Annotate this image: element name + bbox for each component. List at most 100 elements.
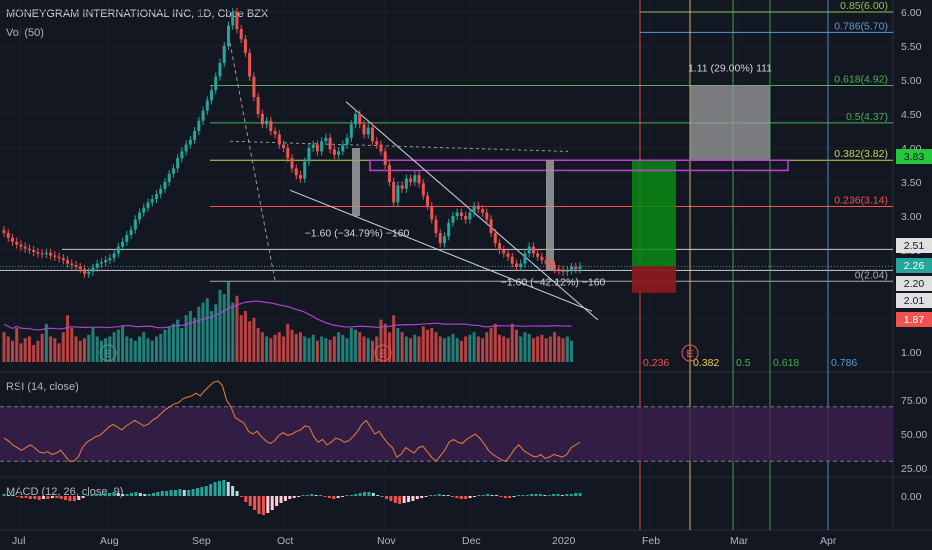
volume-bar	[315, 340, 319, 362]
macd-histogram-bar	[486, 494, 490, 496]
volume-bar	[108, 336, 112, 362]
candle-body	[472, 205, 476, 213]
macd-histogram-bar	[446, 495, 450, 496]
candle-body	[370, 127, 374, 142]
volume-bar	[434, 332, 438, 362]
macd-histogram-bar	[420, 496, 424, 498]
candle-body	[286, 148, 290, 159]
candle-body	[27, 248, 31, 250]
macd-histogram-bar	[472, 496, 476, 497]
candle-body	[485, 212, 489, 220]
time-tick-label: Dec	[462, 535, 481, 547]
volume-bar	[565, 336, 569, 362]
macd-histogram-bar	[398, 496, 402, 504]
candle-body	[40, 253, 44, 255]
macd-histogram-bar	[305, 495, 309, 496]
macd-histogram-bar	[46, 496, 50, 499]
macd-histogram-bar	[283, 496, 287, 501]
earnings-marker-label: E	[104, 348, 111, 360]
candle-body	[290, 158, 294, 169]
volume-bar	[345, 338, 349, 362]
volume-bar	[10, 340, 14, 362]
candle-body	[324, 137, 328, 142]
volume-bar	[387, 332, 391, 362]
volume-bar	[383, 323, 387, 362]
volume-bar	[125, 336, 129, 362]
candle-body	[180, 151, 184, 159]
volume-bar	[265, 336, 269, 362]
macd-histogram-bar	[116, 493, 120, 496]
candle-body	[260, 114, 264, 125]
rsi-band	[0, 406, 893, 462]
candle-body	[404, 178, 408, 189]
macd-histogram-bar	[411, 496, 415, 501]
time-tick-label: Sep	[192, 535, 211, 547]
volume-bar	[464, 336, 468, 362]
macd-histogram-bar	[28, 496, 32, 499]
candle-body	[447, 222, 451, 237]
volume-bar	[66, 315, 70, 362]
macd-histogram-bar	[235, 491, 239, 496]
rsi-line	[3, 380, 581, 462]
price-tick-label: 6.00	[901, 7, 922, 19]
candle-body	[358, 114, 362, 125]
volume-bar	[303, 336, 307, 362]
macd-histogram-bar	[165, 491, 169, 496]
candle-body	[553, 264, 557, 270]
candle-body	[108, 258, 112, 261]
macd-histogram-bar	[147, 494, 151, 496]
candle-body	[328, 137, 332, 150]
volume-bar	[32, 345, 36, 362]
volume-bar	[540, 334, 544, 362]
candle-body	[150, 199, 154, 203]
volume-bar	[226, 281, 230, 362]
time-tick-label: Feb	[642, 535, 660, 547]
volume-bar	[180, 328, 184, 362]
volume-bar	[121, 326, 125, 362]
candle-body	[298, 175, 302, 179]
volume-bar	[442, 338, 446, 362]
candle-body	[23, 246, 27, 249]
volume-bar	[188, 311, 192, 362]
macd-histogram-bar	[327, 496, 331, 498]
volume-bar	[544, 338, 548, 362]
volume-bar	[61, 332, 65, 362]
price-badge	[896, 238, 932, 253]
candle-body	[116, 246, 120, 254]
macd-histogram-bar	[248, 496, 252, 506]
candle-body	[277, 134, 281, 145]
volume-bar	[553, 332, 557, 362]
macd-histogram-bar	[578, 493, 582, 496]
macd-histogram-bar	[195, 488, 199, 496]
macd-histogram-bar	[213, 482, 217, 496]
volume-bar	[298, 332, 302, 362]
macd-histogram-bar	[525, 495, 529, 496]
volume-bar	[519, 336, 523, 362]
price-badge	[896, 258, 932, 273]
candle-body	[409, 178, 413, 182]
macd-histogram-bar	[442, 495, 446, 496]
macd-histogram-bar	[266, 496, 270, 513]
candle-body	[337, 151, 341, 155]
macd-histogram-bar	[477, 495, 481, 496]
price-badge	[896, 293, 932, 308]
macd-histogram-bar	[534, 494, 538, 496]
macd-histogram-bar	[20, 496, 24, 498]
macd-histogram-bar	[204, 486, 208, 496]
candle-body	[481, 209, 485, 213]
macd-histogram-bar	[253, 496, 257, 510]
volume-bar	[78, 340, 82, 362]
volume-bar	[277, 332, 281, 362]
macd-histogram-bar	[244, 496, 248, 502]
candle-body	[349, 124, 353, 138]
candle-body	[510, 256, 514, 264]
candle-body	[421, 183, 425, 196]
macd-histogram-bar	[301, 495, 305, 496]
candle-body	[282, 144, 286, 148]
macd-histogram-bar	[222, 480, 226, 496]
macd-histogram-bar	[217, 481, 221, 496]
candle-body	[294, 168, 298, 176]
macd-histogram-bar	[112, 492, 116, 496]
candle-body	[442, 236, 446, 244]
